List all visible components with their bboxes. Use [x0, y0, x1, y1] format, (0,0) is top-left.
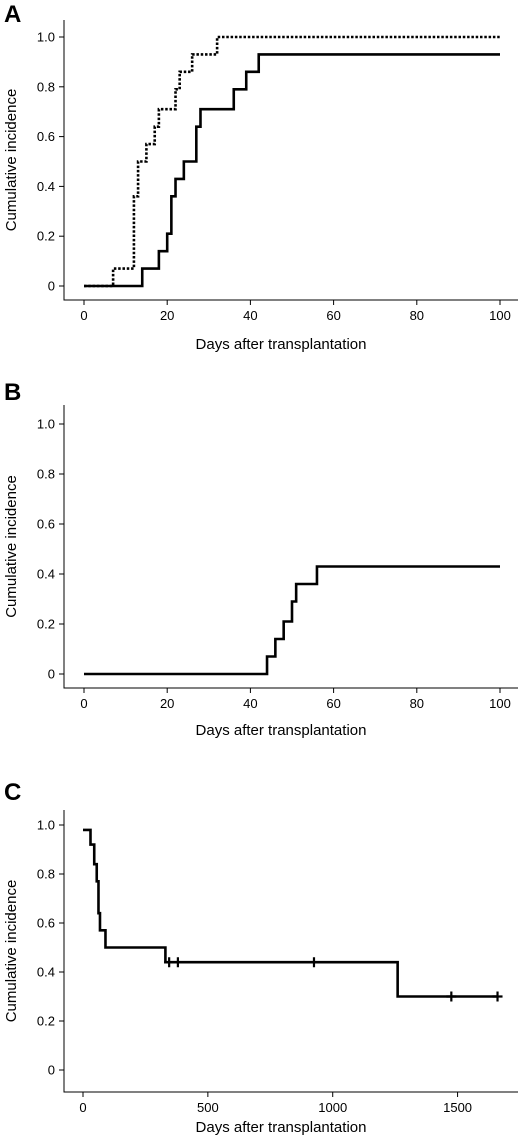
y-tick-label-b: 0.2 — [37, 617, 55, 632]
y-tick-label-c: 1.0 — [37, 818, 55, 833]
x-tick-label-b: 80 — [410, 696, 424, 711]
panel-label-a: A — [4, 1, 21, 28]
y-tick-label-c: 0.8 — [37, 867, 55, 882]
censor-mark-c — [308, 957, 319, 968]
y-tick-label-b: 0 — [48, 667, 55, 682]
axis-frame-b — [63, 405, 518, 689]
axis-frame-c — [63, 810, 518, 1093]
x-axis-title-b: Days after transplantation — [196, 722, 367, 739]
y-axis-title-c: Cumulative incidence — [3, 880, 20, 1023]
x-tick-label-b: 60 — [326, 696, 340, 711]
panel-a: A 0 0.2 0.4 0.6 0.8 1.0 0 20 40 60 80 100 Days after … — [3, 1, 518, 353]
y-tick-label-b: 0.4 — [37, 567, 55, 582]
y-tick-label-c: 0.6 — [37, 916, 55, 931]
y-tick-label-a: 0.8 — [37, 79, 55, 94]
censor-mark-c — [164, 957, 175, 968]
panel-label-b: B — [4, 379, 21, 406]
panel-c: C 0 0.2 0.4 0.6 0.8 1.0 0 500 1000 1500 Days after … — [3, 779, 518, 1136]
y-tick-label-b: 0.8 — [37, 467, 55, 482]
x-tick-label-c: 1500 — [443, 1100, 472, 1115]
y-tick-label-a: 0 — [48, 279, 55, 294]
x-tick-label-a: 60 — [326, 308, 340, 323]
step-line-a-solid — [84, 53, 500, 288]
y-tick-label-a: 0.6 — [37, 129, 55, 144]
step-line-c-solid — [83, 828, 498, 998]
censor-mark-c — [172, 957, 183, 968]
panel-b: B 0 0.2 0.4 0.6 0.8 1.0 0 20 40 60 80 100 Days after … — [3, 379, 518, 739]
x-tick-label-a: 20 — [160, 308, 174, 323]
step-line-b-solid — [84, 565, 500, 676]
x-tick-label-b: 40 — [243, 696, 257, 711]
x-tick-label-a: 40 — [243, 308, 257, 323]
y-tick-label-a: 0.2 — [37, 229, 55, 244]
x-tick-label-c: 0 — [79, 1100, 86, 1115]
y-axis-title-b: Cumulative incidence — [3, 475, 20, 618]
x-tick-label-b: 0 — [80, 696, 87, 711]
y-tick-label-b: 0.6 — [37, 517, 55, 532]
x-tick-label-c: 1000 — [318, 1100, 347, 1115]
y-tick-label-c: 0.4 — [37, 965, 55, 980]
x-axis-title-a: Days after transplantation — [196, 336, 367, 353]
x-tick-label-a: 0 — [80, 308, 87, 323]
y-tick-label-a: 0.4 — [37, 179, 55, 194]
x-tick-label-b: 100 — [489, 696, 511, 711]
axis-frame-a — [63, 20, 518, 301]
censor-mark-c — [492, 991, 503, 1002]
x-axis-title-c: Days after transplantation — [196, 1119, 367, 1136]
censor-mark-c — [446, 991, 457, 1002]
x-tick-label-b: 20 — [160, 696, 174, 711]
step-line-a-dotted — [84, 35, 500, 288]
panel-label-c: C — [4, 779, 21, 806]
y-tick-label-a: 1.0 — [37, 30, 55, 45]
x-tick-label-c: 500 — [197, 1100, 219, 1115]
y-tick-label-c: 0 — [48, 1063, 55, 1078]
x-tick-label-a: 100 — [489, 308, 511, 323]
x-tick-label-a: 80 — [410, 308, 424, 323]
y-tick-label-b: 1.0 — [37, 417, 55, 432]
y-axis-title-a: Cumulative incidence — [3, 89, 20, 232]
y-tick-label-c: 0.2 — [37, 1014, 55, 1029]
